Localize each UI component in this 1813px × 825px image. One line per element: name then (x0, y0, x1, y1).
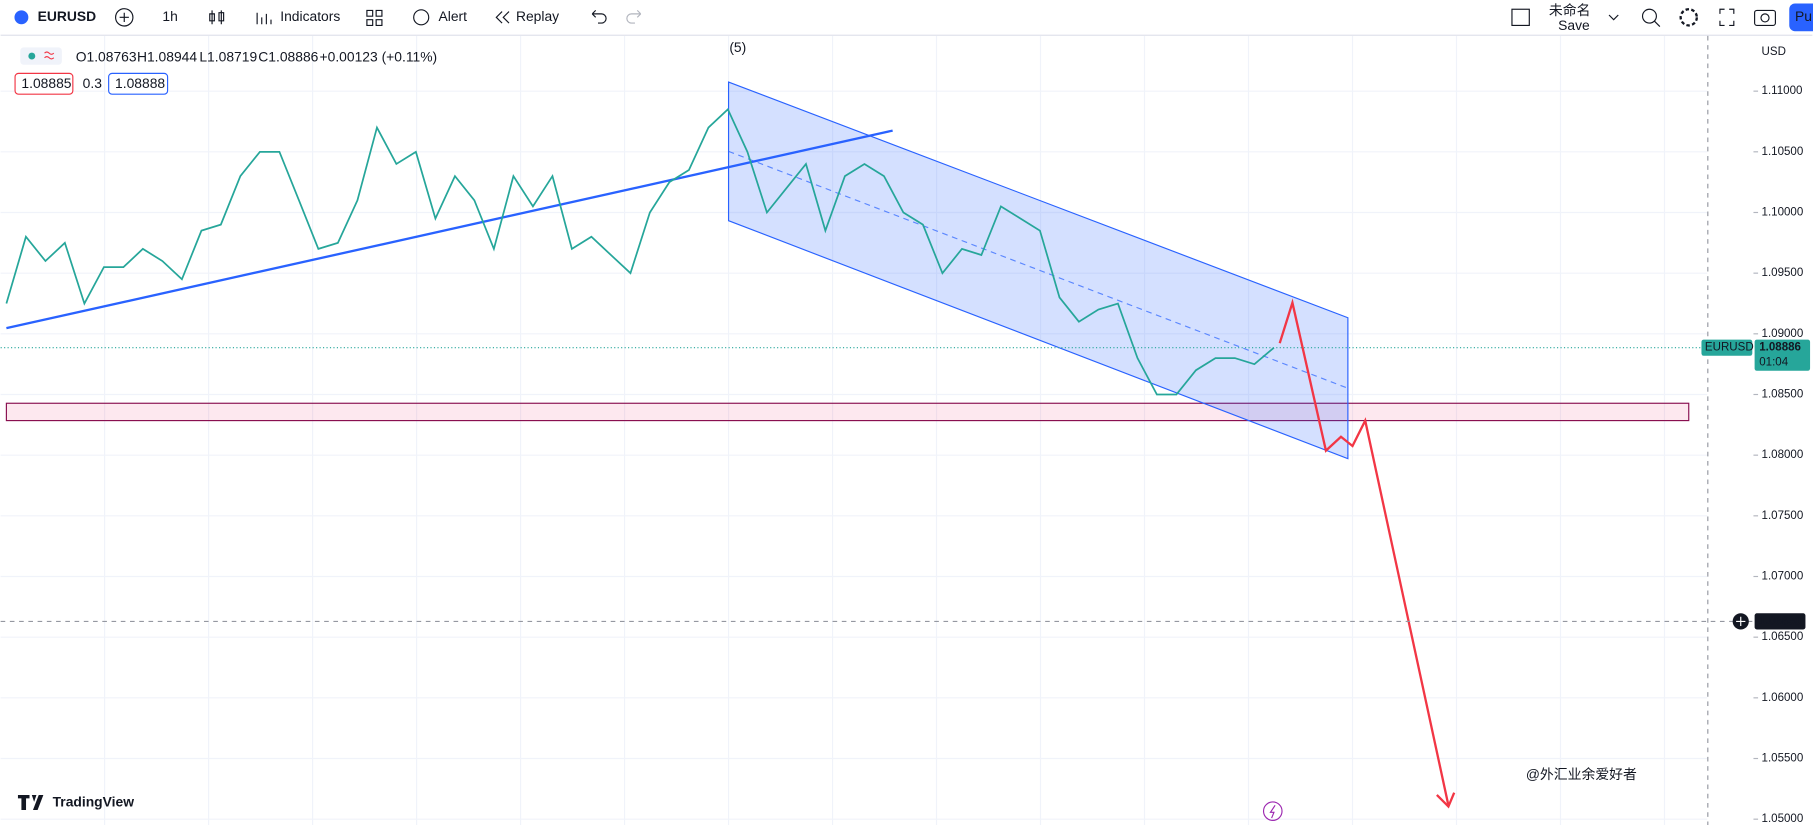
watermark: @外汇业余爱好者 (1526, 766, 1637, 782)
redo[interactable] (626, 9, 642, 24)
replay[interactable]: Replay (516, 8, 559, 24)
y-tick-label: 1.11000 (1762, 85, 1803, 97)
crosshair-label-box (1754, 613, 1806, 630)
price-axis: 1.11000 1.10500 1.10000 1.09500 1.09000 1.085… (1701, 85, 1811, 825)
status-icon (44, 51, 55, 60)
brand[interactable]: TradingView (53, 794, 135, 810)
y-tick-label: 1.06000 (1762, 692, 1804, 704)
ask[interactable]: 1.08888 (115, 75, 165, 91)
y-tick-label: 1.07000 (1762, 571, 1804, 583)
projection-arrowhead (1436, 792, 1456, 809)
snapshot[interactable] (1754, 9, 1776, 26)
countdown: 01:04 (1759, 357, 1788, 369)
last-price-label: 1.08886 (1759, 342, 1801, 354)
add-icon (119, 12, 129, 22)
symbol-icon[interactable] (14, 10, 29, 25)
layout-menu[interactable] (1608, 14, 1619, 21)
zone-rectangle[interactable] (5, 402, 1690, 422)
footer: TradingView @外汇业余爱好者 (17, 766, 1637, 821)
y-tick-label: 1.07500 (1762, 510, 1804, 522)
publish[interactable]: Pu (1795, 8, 1812, 24)
grid (0, 35, 1708, 825)
y-tick-label: 1.06500 (1762, 631, 1804, 643)
low: L1.08719 (199, 48, 257, 64)
price-series (0, 107, 1754, 622)
y-tick-label: 1.05500 (1762, 753, 1804, 765)
high: H1.08944 (137, 48, 197, 64)
events-bolt (1269, 805, 1276, 819)
chart-style[interactable] (209, 10, 225, 25)
replay-icon (495, 11, 510, 24)
crosshair-label: 1.06630 (1759, 615, 1801, 627)
symbol[interactable]: EURUSD (38, 8, 97, 24)
close: C1.08886 (258, 48, 318, 64)
price-line (5, 107, 1275, 396)
ask-box[interactable] (108, 72, 169, 95)
y-tick-label: 1.09000 (1762, 328, 1804, 340)
bid[interactable]: 1.08885 (21, 75, 71, 91)
alert[interactable]: Alert (439, 8, 468, 24)
templates[interactable] (366, 9, 383, 26)
legend: O1.08763 H1.08944 L1.08719 C1.08886 +0.0… (14, 47, 438, 95)
layout-name[interactable]: 未命名 (1549, 2, 1591, 18)
y-tick-label: 1.09500 (1762, 267, 1804, 279)
legend-toggle[interactable] (20, 47, 62, 65)
search[interactable] (1641, 8, 1657, 24)
alert-icon (413, 9, 430, 26)
undo[interactable] (591, 9, 607, 24)
open: O1.08763 (76, 48, 137, 64)
wave-label[interactable]: (5) (729, 39, 746, 55)
events-icon[interactable] (1262, 801, 1283, 821)
interval[interactable]: 1h (162, 8, 177, 24)
fullscreen[interactable] (1719, 8, 1735, 26)
brand-logo (17, 794, 44, 810)
y-tick-label: 1.10500 (1762, 146, 1804, 158)
search-handle (1653, 20, 1661, 27)
channel-midline (728, 150, 1349, 389)
save[interactable]: Save (1558, 17, 1590, 33)
layout-toggle[interactable] (1511, 8, 1530, 26)
publish-button[interactable] (1789, 3, 1813, 32)
currency[interactable]: USD (1762, 46, 1786, 58)
y-tick-label: 1.10000 (1762, 207, 1804, 219)
y-tick-label: 1.08000 (1762, 449, 1804, 461)
bid-box[interactable] (14, 72, 74, 95)
symbol-label: EURUSD (1705, 342, 1754, 354)
snapshot-lens (1760, 13, 1770, 23)
y-tick-label: 1.05000 (1762, 813, 1804, 825)
add-symbol[interactable] (115, 8, 134, 27)
crosshair-plus-icon (1736, 616, 1746, 627)
last-price-box (1754, 339, 1811, 371)
toolbar: EURUSD 1h Indicators Alert Replay 未命名 Sa… (0, 2, 1813, 36)
projection-path[interactable] (1278, 298, 1450, 806)
indicators-icon (256, 12, 272, 25)
indicators[interactable]: Indicators (280, 8, 340, 24)
status-dot (28, 52, 36, 60)
spread: 0.3 (83, 75, 103, 91)
symbol-label-box (1701, 339, 1753, 356)
change: +0.00123 (+0.11%) (320, 48, 438, 64)
y-tick-label: 1.08500 (1762, 389, 1804, 401)
trendline[interactable] (6, 129, 893, 330)
